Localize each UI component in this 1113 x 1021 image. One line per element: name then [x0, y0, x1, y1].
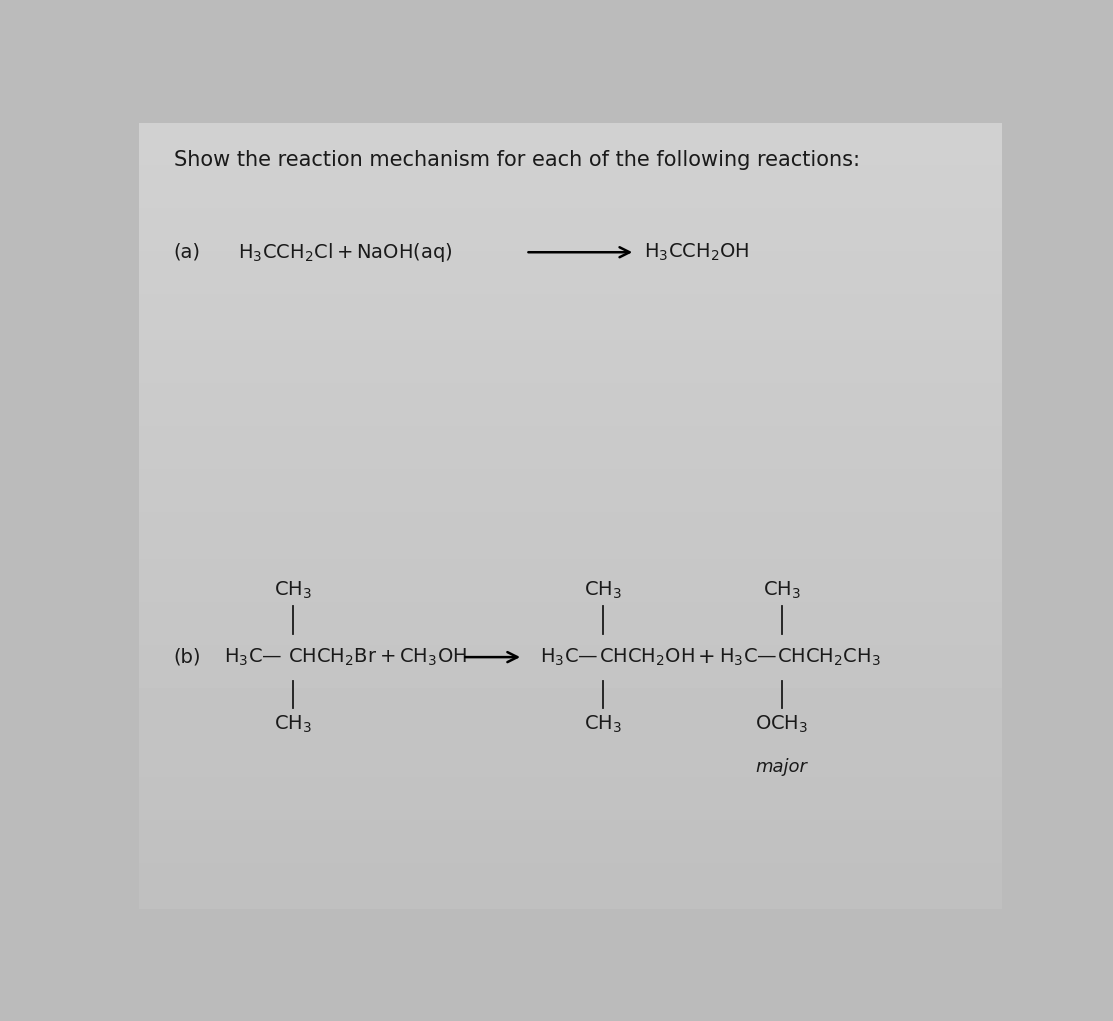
Text: $\mathregular{OCH_3}$: $\mathregular{OCH_3}$	[755, 714, 808, 734]
Text: $\mathregular{CH_3}$: $\mathregular{CH_3}$	[584, 580, 622, 601]
Text: +: +	[698, 647, 716, 667]
Text: (b): (b)	[174, 647, 201, 667]
Text: $\mathregular{CH_3}$: $\mathregular{CH_3}$	[274, 580, 312, 601]
Text: $\mathregular{CHCH_2Br + CH_3OH}$: $\mathregular{CHCH_2Br + CH_3OH}$	[288, 646, 467, 668]
Text: $\mathregular{H_3C}$—: $\mathregular{H_3C}$—	[719, 646, 777, 668]
Text: Show the reaction mechanism for each of the following reactions:: Show the reaction mechanism for each of …	[174, 150, 859, 171]
Text: $\mathregular{CHCH_2OH}$: $\mathregular{CHCH_2OH}$	[599, 646, 695, 668]
Text: $\mathregular{CHCH_2CH_3}$: $\mathregular{CHCH_2CH_3}$	[778, 646, 881, 668]
Text: $\mathregular{CH_3}$: $\mathregular{CH_3}$	[762, 580, 800, 601]
Text: major: major	[756, 759, 808, 776]
Text: $\mathregular{H_3C}$—: $\mathregular{H_3C}$—	[540, 646, 599, 668]
Text: $\mathregular{H_3CCH_2OH}$: $\mathregular{H_3CCH_2OH}$	[643, 242, 749, 262]
Text: $\mathregular{CH_3}$: $\mathregular{CH_3}$	[584, 714, 622, 734]
Text: (a): (a)	[174, 243, 200, 261]
Text: $\mathregular{CH_3}$: $\mathregular{CH_3}$	[274, 714, 312, 734]
Text: $\mathregular{H_3CCH_2Cl + NaOH(aq)}$: $\mathregular{H_3CCH_2Cl + NaOH(aq)}$	[238, 241, 453, 263]
Text: $\mathregular{H_3C}$—: $\mathregular{H_3C}$—	[224, 646, 282, 668]
